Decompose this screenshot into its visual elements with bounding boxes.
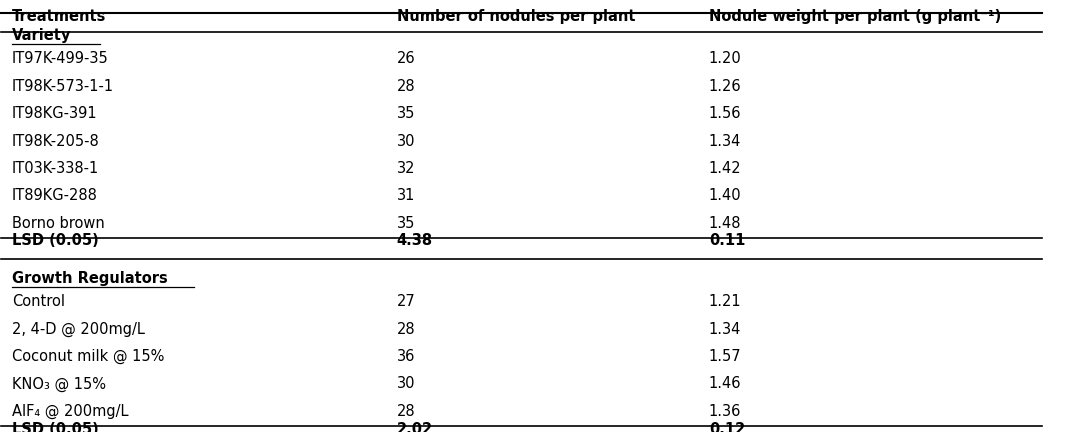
Text: 30: 30 bbox=[397, 376, 415, 391]
Text: IT98K-205-8: IT98K-205-8 bbox=[12, 133, 100, 149]
Text: 1.57: 1.57 bbox=[708, 349, 742, 364]
Text: 1.26: 1.26 bbox=[708, 79, 742, 94]
Text: IT89KG-288: IT89KG-288 bbox=[12, 188, 97, 203]
Text: 28: 28 bbox=[397, 404, 415, 419]
Text: 1.21: 1.21 bbox=[708, 294, 742, 309]
Text: 2, 4-D @ 200mg/L: 2, 4-D @ 200mg/L bbox=[12, 321, 144, 337]
Text: IT98KG-391: IT98KG-391 bbox=[12, 106, 97, 121]
Text: Control: Control bbox=[12, 294, 65, 309]
Text: 28: 28 bbox=[397, 322, 415, 337]
Text: 1.56: 1.56 bbox=[708, 106, 742, 121]
Text: 36: 36 bbox=[397, 349, 415, 364]
Text: 4.38: 4.38 bbox=[397, 233, 433, 248]
Text: 0.12: 0.12 bbox=[708, 422, 745, 432]
Text: 35: 35 bbox=[397, 106, 415, 121]
Text: 1.40: 1.40 bbox=[708, 188, 742, 203]
Text: 1.36: 1.36 bbox=[708, 404, 742, 419]
Text: 1.42: 1.42 bbox=[708, 161, 742, 176]
Text: 1.34: 1.34 bbox=[708, 322, 742, 337]
Text: 0.11: 0.11 bbox=[708, 233, 745, 248]
Text: LSD (0.05): LSD (0.05) bbox=[12, 422, 98, 432]
Text: 1.34: 1.34 bbox=[708, 133, 742, 149]
Text: 1.46: 1.46 bbox=[708, 376, 742, 391]
Text: IT97K-499-35: IT97K-499-35 bbox=[12, 51, 108, 67]
Text: Nodule weight per plant (g plant⁻¹): Nodule weight per plant (g plant⁻¹) bbox=[708, 9, 1002, 24]
Text: Growth Regulators: Growth Regulators bbox=[12, 271, 168, 286]
Text: Variety: Variety bbox=[12, 28, 72, 43]
Text: AlF₄ @ 200mg/L: AlF₄ @ 200mg/L bbox=[12, 403, 128, 419]
Text: LSD (0.05): LSD (0.05) bbox=[12, 233, 98, 248]
Text: 26: 26 bbox=[397, 51, 415, 67]
Text: 35: 35 bbox=[397, 216, 415, 231]
Text: 1.20: 1.20 bbox=[708, 51, 742, 67]
Text: Number of nodules per plant: Number of nodules per plant bbox=[397, 9, 636, 24]
Text: IT03K-338-1: IT03K-338-1 bbox=[12, 161, 100, 176]
Text: 27: 27 bbox=[397, 294, 415, 309]
Text: 1.48: 1.48 bbox=[708, 216, 742, 231]
Text: 28: 28 bbox=[397, 79, 415, 94]
Text: IT98K-573-1-1: IT98K-573-1-1 bbox=[12, 79, 113, 94]
Text: 31: 31 bbox=[397, 188, 415, 203]
Text: KNO₃ @ 15%: KNO₃ @ 15% bbox=[12, 376, 106, 391]
Text: Treatments: Treatments bbox=[12, 9, 106, 24]
Text: 2.02: 2.02 bbox=[397, 422, 433, 432]
Text: 32: 32 bbox=[397, 161, 415, 176]
Text: 30: 30 bbox=[397, 133, 415, 149]
Text: Borno brown: Borno brown bbox=[12, 216, 105, 231]
Text: Coconut milk @ 15%: Coconut milk @ 15% bbox=[12, 349, 164, 364]
